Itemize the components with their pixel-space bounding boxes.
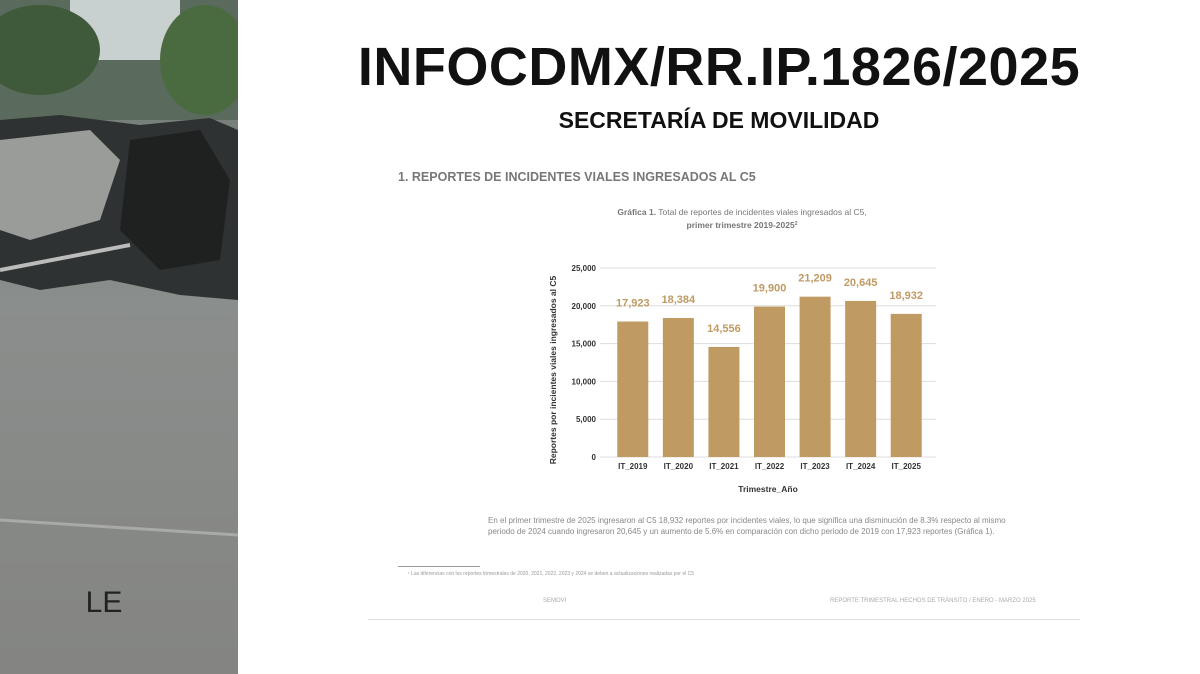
y-tick-label: 10,000 — [572, 377, 597, 386]
data-label: 21,209 — [798, 273, 832, 285]
logo: LE — [86, 586, 123, 619]
y-tick-label: 20,000 — [572, 302, 597, 311]
data-label: 18,932 — [889, 290, 923, 302]
data-label: 19,900 — [753, 283, 787, 295]
y-tick-label: 0 — [592, 453, 597, 462]
y-tick-label: 5,000 — [576, 415, 597, 424]
x-tick-label: IT_2023 — [800, 462, 830, 471]
x-axis-title: Trimestre_Año — [738, 484, 798, 494]
chart-title: Gráfica 1. Total de reportes de incident… — [617, 207, 866, 217]
footnote: ¹ Las diferencias con los reportes trime… — [408, 571, 695, 577]
bar — [799, 296, 831, 457]
x-tick-label: IT_2024 — [846, 462, 876, 471]
x-tick-label: IT_2022 — [755, 462, 785, 471]
page-title: INFOCDMX/RR.IP.1826/2025 — [357, 37, 1081, 97]
chart-title-label: Gráfica 1. — [617, 207, 656, 217]
bar — [845, 300, 877, 457]
data-label: 17,923 — [616, 298, 650, 310]
chart-subtitle-note: 2 — [795, 221, 798, 227]
photo: LE — [0, 0, 238, 674]
bar — [662, 318, 694, 457]
section-title: 1. REPORTES DE INCIDENTES VIALES INGRESA… — [398, 170, 756, 184]
paragraph: En el primer trimestre de 2025 ingresaro… — [488, 516, 1006, 536]
y-axis-title: Reportes por incientes viales ingresados… — [548, 275, 558, 464]
bar — [890, 313, 922, 457]
footer-right: REPORTE TRIMESTRAL HECHOS DE TRÁNSITO / … — [830, 598, 1036, 604]
footer-rule — [368, 619, 1080, 620]
bar — [754, 306, 785, 457]
page-subtitle: SECRETARÍA DE MOVILIDAD — [558, 107, 880, 133]
data-label: 20,645 — [844, 277, 878, 289]
chart-subtitle-text: primer trimestre 2019-2025 — [687, 220, 795, 230]
bar — [617, 321, 649, 457]
x-tick-label: IT_2019 — [618, 462, 648, 471]
data-label: 14,556 — [707, 323, 741, 335]
chart-subtitle: primer trimestre 2019-20252 — [687, 220, 798, 230]
footnote-rule — [398, 566, 480, 567]
y-tick-label: 15,000 — [572, 340, 597, 349]
x-tick-label: IT_2020 — [664, 462, 694, 471]
footer-left: SEMOVI — [543, 598, 567, 604]
bar — [708, 346, 740, 457]
chart-title-text: Total de reportes de incidentes viales i… — [658, 207, 866, 217]
x-tick-label: IT_2025 — [892, 462, 922, 471]
x-tick-label: IT_2021 — [709, 462, 739, 471]
data-label: 18,384 — [662, 294, 697, 306]
y-tick-label: 25,000 — [572, 264, 597, 273]
